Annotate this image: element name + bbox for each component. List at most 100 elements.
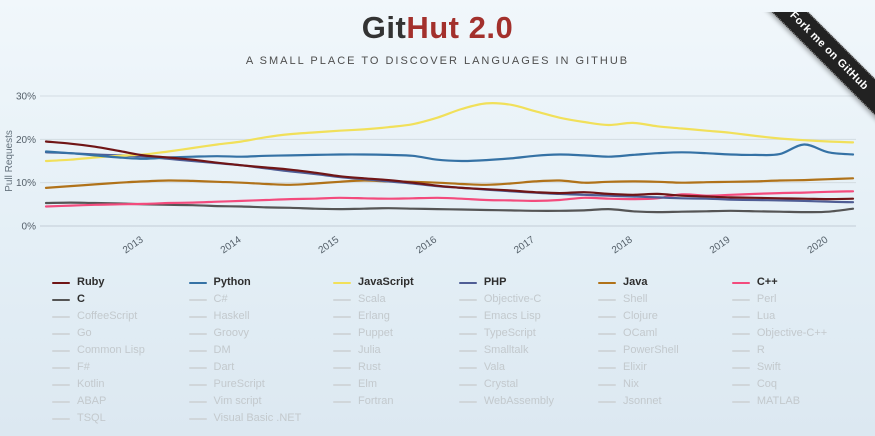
- legend-item-common-lisp[interactable]: Common Lisp: [52, 344, 189, 357]
- legend-item-abap[interactable]: ABAP: [52, 395, 189, 408]
- legend-item-label: Swift: [756, 361, 781, 373]
- legend-item-erlang[interactable]: Erlang: [333, 310, 459, 323]
- legend-item-label: Erlang: [358, 310, 390, 322]
- x-tick-label: 2019: [708, 234, 733, 256]
- legend-item-go[interactable]: Go: [52, 327, 189, 340]
- legend-item-label: Elixir: [623, 361, 647, 373]
- legend-item-objective-c[interactable]: Objective-C: [458, 293, 598, 306]
- series-color-dash: [458, 349, 477, 352]
- series-color-dash: [188, 417, 207, 420]
- series-line-ruby[interactable]: [44, 140, 855, 201]
- legend-item-coffeescript[interactable]: CoffeeScript: [52, 310, 189, 323]
- legend-item-haskell[interactable]: Haskell: [188, 310, 334, 323]
- legend-item-dart[interactable]: Dart: [188, 361, 334, 374]
- series-color-dash: [52, 383, 70, 386]
- y-axis-label: Pull Requests: [4, 130, 15, 192]
- series-color-dash: [333, 366, 352, 369]
- legend-item-rust[interactable]: Rust: [333, 361, 459, 374]
- legend-item-typescript[interactable]: TypeScript: [458, 327, 598, 340]
- series-line-java[interactable]: [44, 177, 855, 189]
- series-color-dash: [598, 383, 617, 386]
- series-color-dash: [458, 332, 477, 335]
- legend-item-label: Lua: [756, 310, 776, 322]
- legend-item-python[interactable]: Python: [188, 276, 334, 289]
- legend-item-f[interactable]: F#: [52, 361, 189, 374]
- series-color-dash: [598, 281, 617, 284]
- legend-item-julia[interactable]: Julia: [333, 344, 459, 357]
- legend-item-label: Objective-C: [483, 293, 542, 305]
- legend-item-purescript[interactable]: PureScript: [188, 378, 334, 391]
- legend-item-scala[interactable]: Scala: [333, 293, 459, 306]
- legend-item-javascript[interactable]: JavaScript: [333, 276, 459, 289]
- series-color-dash: [458, 315, 477, 318]
- series-color-dash: [52, 349, 70, 352]
- legend-item-puppet[interactable]: Puppet: [333, 327, 459, 340]
- legend-item-label: TSQL: [77, 412, 106, 424]
- page-subtitle: A SMALL PLACE TO DISCOVER LANGUAGES IN G…: [245, 55, 630, 67]
- x-tick-label: 2015: [317, 234, 342, 256]
- legend-item-php[interactable]: PHP: [458, 276, 598, 289]
- legend-item-jsonnet[interactable]: Jsonnet: [598, 395, 732, 408]
- legend-item-objective-c[interactable]: Objective-C++: [731, 327, 855, 340]
- series-line-c[interactable]: [44, 190, 855, 208]
- legend-item-c[interactable]: C: [52, 293, 189, 306]
- legend-item-groovy[interactable]: Groovy: [188, 327, 334, 340]
- legend-column: Java Shell Clojure OCaml PowerShell Elixir Nix…: [598, 276, 732, 425]
- legend-item-c[interactable]: C#: [188, 293, 334, 306]
- legend-item-coq[interactable]: Coq: [731, 378, 855, 391]
- legend-item-elixir[interactable]: Elixir: [598, 361, 732, 374]
- series-color-dash: [458, 400, 477, 403]
- series-color-dash: [333, 400, 352, 403]
- legend-item-fortran[interactable]: Fortran: [333, 395, 459, 408]
- legend-item-matlab[interactable]: MATLAB: [731, 395, 855, 408]
- legend-item-swift[interactable]: Swift: [731, 361, 855, 374]
- chart-area: 0% 10% 20% 30% 2013 2014 2015 2016 2017 2018 2019 2…: [0, 81, 875, 266]
- legend-item-kotlin[interactable]: Kotlin: [52, 378, 189, 391]
- page-title-hut: Hut 2.0: [406, 10, 514, 45]
- legend-item-emacs-lisp[interactable]: Emacs Lisp: [458, 310, 598, 323]
- fork-ribbon-label[interactable]: Fork me on GitHub: [757, 12, 875, 123]
- legend-item-clojure[interactable]: Clojure: [598, 310, 732, 323]
- series-line-javascript[interactable]: [44, 101, 855, 163]
- legend-item-vala[interactable]: Vala: [458, 361, 598, 374]
- series-color-dash: [731, 366, 750, 369]
- legend-item-ruby[interactable]: Ruby: [52, 276, 189, 289]
- legend-item-powershell[interactable]: PowerShell: [598, 344, 732, 357]
- legend-column: Python C# Haskell Groovy DM Dart PureScript Vim…: [188, 276, 334, 425]
- legend-item-nix[interactable]: Nix: [598, 378, 732, 391]
- series-line-python[interactable]: [44, 143, 855, 163]
- series-color-dash: [598, 332, 617, 335]
- legend-item-label: Crystal: [483, 378, 519, 390]
- legend-item-smalltalk[interactable]: Smalltalk: [458, 344, 598, 357]
- fork-ribbon[interactable]: Fork me on GitHub: [755, 12, 875, 132]
- legend-item-java[interactable]: Java: [598, 276, 732, 289]
- series-color-dash: [731, 349, 750, 352]
- legend-item-vim-script[interactable]: Vim script: [188, 395, 334, 408]
- legend-item-perl[interactable]: Perl: [731, 293, 855, 306]
- series-color-dash: [188, 366, 207, 369]
- legend-item-crystal[interactable]: Crystal: [458, 378, 598, 391]
- series-color-dash: [188, 281, 207, 284]
- legend-item-label: Perl: [756, 293, 777, 305]
- series-color-dash: [731, 383, 750, 386]
- legend-item-visual-basic-net[interactable]: Visual Basic .NET: [188, 412, 334, 425]
- legend-item-elm[interactable]: Elm: [333, 378, 459, 391]
- legend-item-label: Objective-C++: [756, 327, 828, 339]
- y-tick-label: 0%: [22, 222, 37, 233]
- legend-item-lua[interactable]: Lua: [731, 310, 855, 323]
- legend-item-ocaml[interactable]: OCaml: [598, 327, 732, 340]
- x-tick-label: 2020: [806, 234, 831, 256]
- series-color-dash: [188, 332, 207, 335]
- legend-item-tsql[interactable]: TSQL: [52, 412, 189, 425]
- legend-item-shell[interactable]: Shell: [598, 293, 732, 306]
- legend-item-label: OCaml: [623, 327, 658, 339]
- x-tick-label: 2013: [121, 234, 146, 256]
- legend-item-r[interactable]: R: [731, 344, 855, 357]
- series-line-c[interactable]: [44, 201, 855, 214]
- legend-item-dm[interactable]: DM: [188, 344, 334, 357]
- series-color-dash: [52, 332, 70, 335]
- legend-item-webassembly[interactable]: WebAssembly: [458, 395, 598, 408]
- series-color-dash: [731, 332, 750, 335]
- series-color-dash: [731, 281, 750, 284]
- legend-item-c[interactable]: C++: [731, 276, 855, 289]
